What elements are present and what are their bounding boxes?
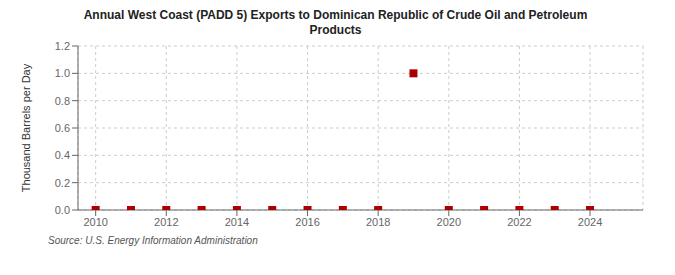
svg-text:2024: 2024 [578,216,602,228]
svg-text:0.0: 0.0 [55,204,70,216]
html-text:Annual West Coast (PADD 5) Exp: Annual West Coast (PADD 5) Exports to Do… [83,8,588,22]
svg-text:2012: 2012 [154,216,178,228]
svg-text:1.0: 1.0 [55,67,70,79]
svg-text:0.8: 0.8 [55,95,70,107]
svg-text:2018: 2018 [366,216,390,228]
svg-text:2014: 2014 [225,216,249,228]
svg-text:0.2: 0.2 [55,177,70,189]
svg-text:2022: 2022 [507,216,531,228]
svg-text:0.6: 0.6 [55,122,70,134]
svg-text:2010: 2010 [83,216,107,228]
svg-text:Thousand Barrels per Day: Thousand Barrels per Day [20,63,32,192]
svg-text:2016: 2016 [295,216,319,228]
html-text:Source: U.S. Energy Informatio: Source: U.S. Energy Information Administ… [48,235,258,246]
html-text:Products: Products [309,23,362,37]
svg-text:0.4: 0.4 [55,149,70,161]
svg-text:2020: 2020 [437,216,461,228]
svg-text:1.2: 1.2 [55,40,70,52]
